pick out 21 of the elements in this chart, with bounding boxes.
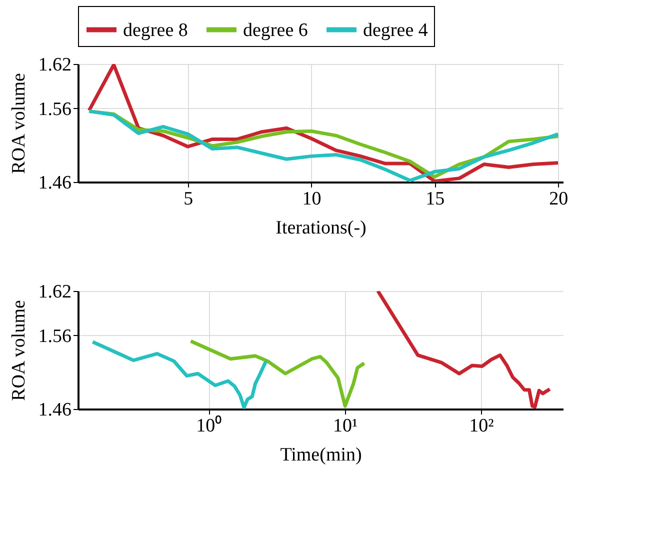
x-tick-label: 5 [184,188,194,210]
x-tick-label: 10² [469,416,494,436]
x-axis-title: Time(min) [280,444,362,466]
y-tick-label: 1.62 [38,54,72,76]
y-tick-label: 1.56 [38,326,72,347]
x-tick-label: 10¹ [332,416,358,436]
y-tick-label: 1.46 [38,400,72,420]
y-axis-title: ROA volume [8,73,30,174]
x-axis-title: Iterations(-) [276,218,366,238]
x-tick-label: 10⁰ [196,414,222,436]
x-tick-label: 15 [426,188,445,210]
x-tick-label: 20 [549,188,568,210]
y-axis-title: ROA volume [8,300,30,401]
y-tick-label: 1.62 [38,282,72,302]
x-tick-label: 10 [302,188,322,210]
y-tick-label: 1.56 [38,98,72,120]
line-series [87,64,560,182]
legend-label: degree 4 [363,20,428,41]
y-tick-label: 1.46 [38,172,72,194]
legend-label: degree 6 [243,20,308,41]
legend-label: degree 8 [123,20,188,41]
